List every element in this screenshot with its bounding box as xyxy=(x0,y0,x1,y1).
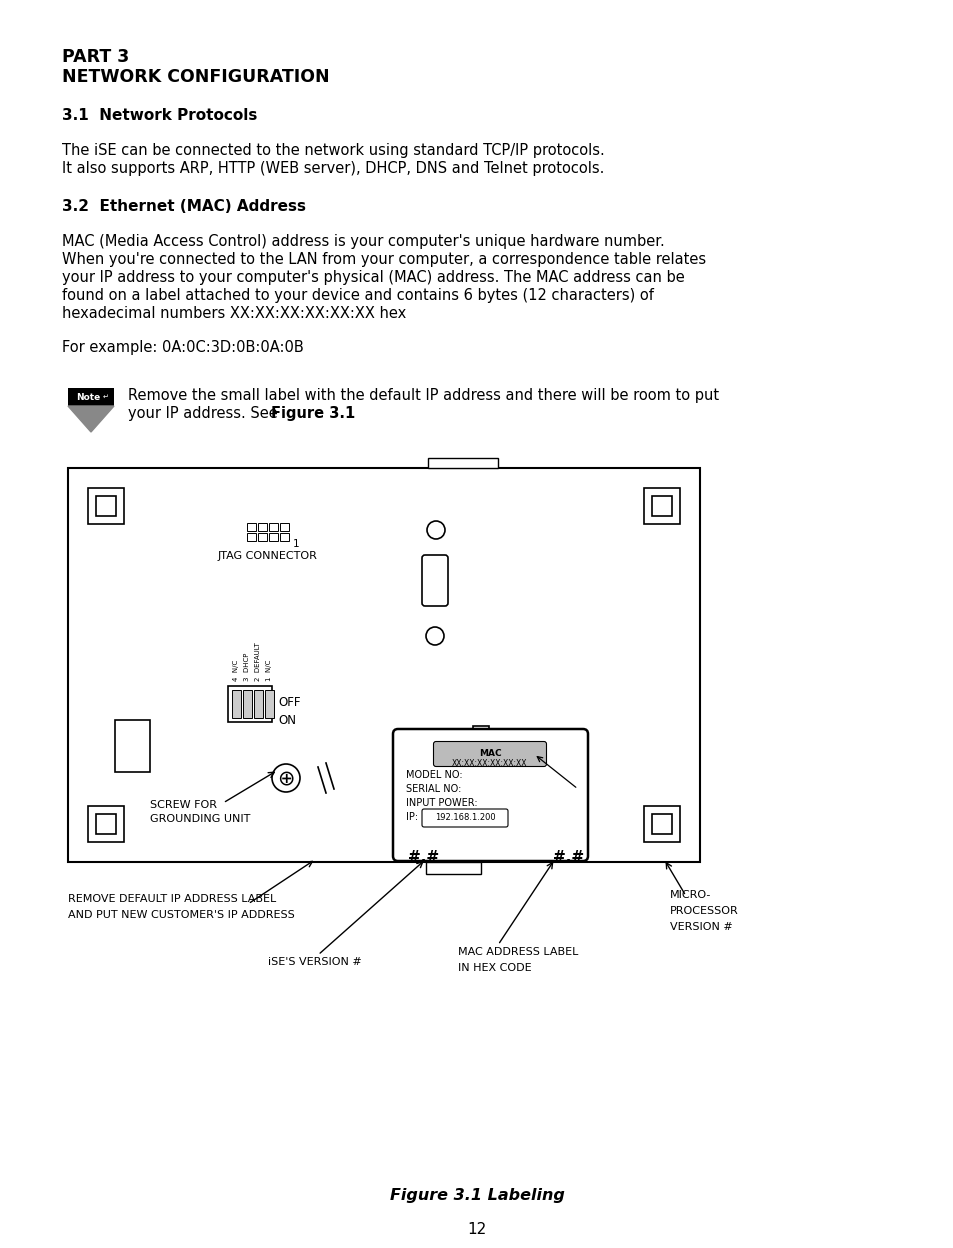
Text: SERIAL NO:: SERIAL NO: xyxy=(406,784,461,794)
Text: AND PUT NEW CUSTOMER'S IP ADDRESS: AND PUT NEW CUSTOMER'S IP ADDRESS xyxy=(68,910,294,920)
Bar xyxy=(280,523,289,530)
Text: MAC: MAC xyxy=(478,750,500,759)
Text: JTAG CONNECTOR: JTAG CONNECTOR xyxy=(218,552,317,562)
Text: OFF: OFF xyxy=(277,696,300,709)
Text: MAC (Media Access Control) address is your computer's unique hardware number.: MAC (Media Access Control) address is yo… xyxy=(62,235,664,250)
Text: 3.2  Ethernet (MAC) Address: 3.2 Ethernet (MAC) Address xyxy=(62,198,306,213)
Text: ⊕: ⊕ xyxy=(277,768,294,787)
Text: 4  N/C: 4 N/C xyxy=(233,660,239,681)
Bar xyxy=(428,458,497,468)
Bar xyxy=(228,686,272,723)
Text: 12: 12 xyxy=(467,1222,486,1237)
Text: Figure 3.1 Labeling: Figure 3.1 Labeling xyxy=(389,1188,564,1203)
Bar xyxy=(68,388,113,406)
Text: 3.1  Network Protocols: 3.1 Network Protocols xyxy=(62,109,257,124)
Bar xyxy=(88,488,124,524)
Bar xyxy=(257,533,267,540)
Text: 1  N/C: 1 N/C xyxy=(266,660,272,681)
Text: MAC ADDRESS LABEL: MAC ADDRESS LABEL xyxy=(457,947,578,957)
Bar xyxy=(96,495,116,515)
Bar xyxy=(232,690,241,718)
Bar xyxy=(269,523,277,530)
Bar xyxy=(643,806,679,842)
FancyBboxPatch shape xyxy=(421,809,507,827)
Bar xyxy=(243,690,252,718)
Text: 3  DHCP: 3 DHCP xyxy=(244,653,250,681)
Text: The iSE can be connected to the network using standard TCP/IP protocols.: The iSE can be connected to the network … xyxy=(62,144,604,158)
Text: Note: Note xyxy=(76,393,101,402)
Text: ↵: ↵ xyxy=(103,394,109,401)
Bar xyxy=(88,806,124,842)
Text: found on a label attached to your device and contains 6 bytes (12 characters) of: found on a label attached to your device… xyxy=(62,288,653,303)
Text: 2  DEFAULT: 2 DEFAULT xyxy=(254,643,261,681)
Bar xyxy=(280,533,289,540)
Text: When you're connected to the LAN from your computer, a correspondence table rela: When you're connected to the LAN from yo… xyxy=(62,252,705,267)
Text: VERSION #: VERSION # xyxy=(669,922,732,932)
Text: PART 3: PART 3 xyxy=(62,47,129,66)
Text: Figure 3.1: Figure 3.1 xyxy=(271,406,355,421)
Text: #.#: #.# xyxy=(408,850,438,865)
Bar xyxy=(247,523,255,530)
Bar xyxy=(247,533,255,540)
Bar xyxy=(115,720,151,773)
Bar xyxy=(643,488,679,524)
Text: Remove the small label with the default IP address and there will be room to put: Remove the small label with the default … xyxy=(128,388,719,403)
Text: 192.168.1.200: 192.168.1.200 xyxy=(435,814,495,822)
FancyBboxPatch shape xyxy=(421,555,448,607)
Text: your IP address to your computer's physical (MAC) address. The MAC address can b: your IP address to your computer's physi… xyxy=(62,270,684,285)
Text: IN HEX CODE: IN HEX CODE xyxy=(457,963,531,973)
Text: REMOVE DEFAULT IP ADDRESS LABEL: REMOVE DEFAULT IP ADDRESS LABEL xyxy=(68,894,276,904)
Text: MICRO-: MICRO- xyxy=(669,890,711,900)
Text: IP:: IP: xyxy=(406,812,417,822)
Text: It also supports ARP, HTTP (WEB server), DHCP, DNS and Telnet protocols.: It also supports ARP, HTTP (WEB server),… xyxy=(62,161,604,176)
Bar xyxy=(651,495,671,515)
Text: hexadecimal numbers XX:XX:XX:XX:XX:XX hex: hexadecimal numbers XX:XX:XX:XX:XX:XX he… xyxy=(62,306,406,321)
Bar xyxy=(651,814,671,834)
Text: your IP address. See: your IP address. See xyxy=(128,406,282,421)
Text: SCREW FOR
GROUNDING UNIT: SCREW FOR GROUNDING UNIT xyxy=(150,800,250,824)
Polygon shape xyxy=(68,406,113,432)
Text: MODEL NO:: MODEL NO: xyxy=(406,770,462,780)
Text: PROCESSOR: PROCESSOR xyxy=(669,906,738,916)
FancyBboxPatch shape xyxy=(393,729,587,861)
Text: iSE'S VERSION #: iSE'S VERSION # xyxy=(268,957,361,967)
FancyBboxPatch shape xyxy=(433,741,546,766)
Text: For example: 0A:0C:3D:0B:0A:0B: For example: 0A:0C:3D:0B:0A:0B xyxy=(62,339,303,354)
Text: INPUT POWER:: INPUT POWER: xyxy=(406,797,477,807)
Bar xyxy=(265,690,274,718)
Text: ON: ON xyxy=(277,714,295,728)
Bar xyxy=(257,523,267,530)
Text: #.#: #.# xyxy=(553,850,583,865)
Bar xyxy=(253,690,263,718)
Text: 1: 1 xyxy=(293,539,299,549)
Bar xyxy=(269,533,277,540)
Text: XX:XX:XX:XX:XX:XX: XX:XX:XX:XX:XX:XX xyxy=(452,759,527,768)
Bar xyxy=(68,468,700,862)
Text: NETWORK CONFIGURATION: NETWORK CONFIGURATION xyxy=(62,67,330,86)
Bar xyxy=(426,862,480,874)
Bar xyxy=(96,814,116,834)
Bar xyxy=(473,726,489,774)
